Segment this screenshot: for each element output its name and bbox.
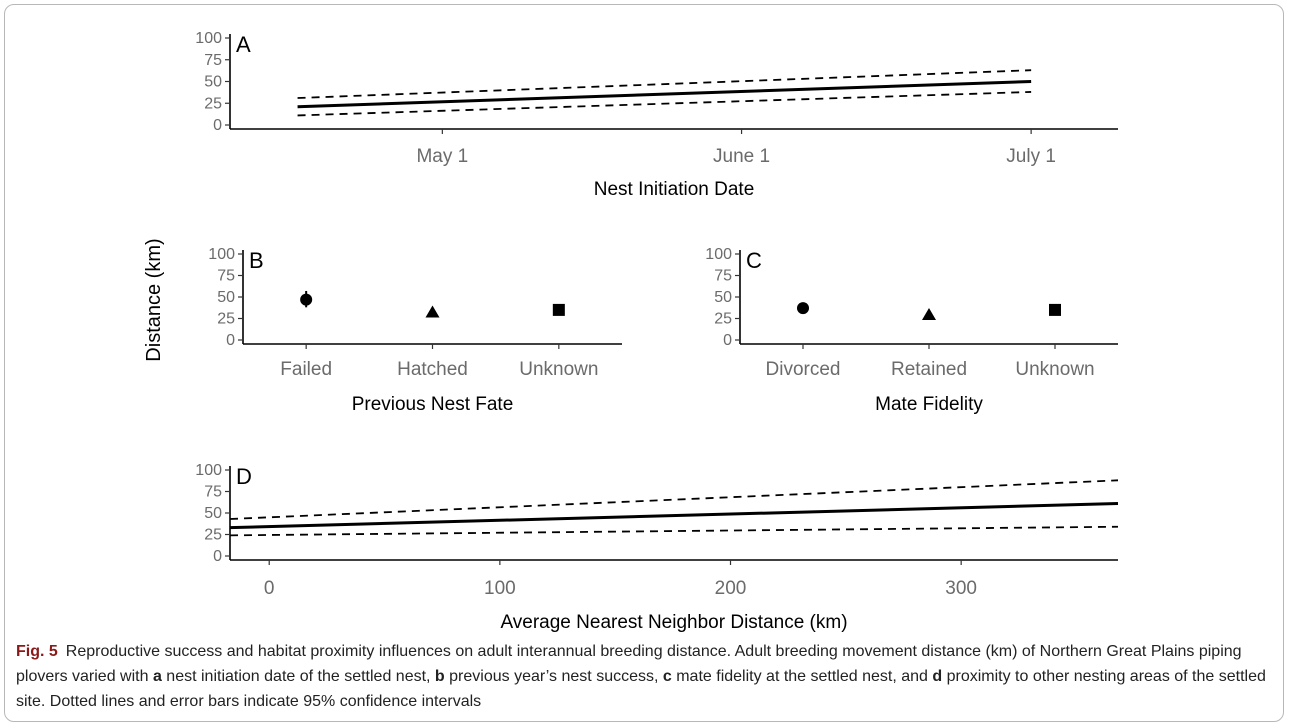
caption-text-4: mate fidelity at the settled nest, and [671,668,933,685]
x-tick-label: Divorced [766,359,841,380]
caption-letter-a: a [152,668,162,685]
y-tick-label: 100 [195,30,222,47]
caption-text-3: previous year’s nest success, [444,668,663,685]
y-tick-label: 25 [714,311,732,328]
figure-frame [4,4,1284,722]
x-axis-title: Average Nearest Neighbor Distance (km) [500,612,847,633]
upper-ci-line [297,69,1032,99]
point-triangle [922,308,936,321]
panel-d: D 0 25 50 75 100 0 100 200 300 Average Nearest Nei… [195,462,1119,633]
y-tick-label: 50 [714,289,732,306]
y-tick-label: 100 [208,246,235,263]
y-tick-label: 75 [217,268,235,285]
point-square [552,303,565,316]
caption-text-2: nest initiation date of the settled nest… [161,668,435,685]
panel-label: A [236,32,251,57]
x-tick-label: Hatched [397,359,468,380]
lower-ci-line [297,91,1032,117]
y-tick-label: 75 [204,484,222,501]
y-tick-label: 0 [723,332,732,349]
y-tick-label: 25 [204,527,222,544]
figure-number: Fig. 5 [16,643,58,660]
x-axis-title: Previous Nest Fate [352,394,514,415]
caption-letter-d: d [932,668,943,685]
fit-line [297,80,1032,109]
point-square [1049,303,1061,316]
panel-label: B [249,248,264,273]
x-tick-label: Retained [891,359,967,380]
x-tick-label: July 1 [1006,146,1056,167]
y-tick-label: 25 [217,311,235,328]
point-triangle [425,305,440,318]
caption-text-5: proximity to other nesting areas of the … [16,668,1266,710]
y-tick-label: 50 [204,505,222,522]
upper-ci-line [229,479,1119,520]
point-circle [300,293,313,306]
x-axis-title: Mate Fidelity [875,394,983,415]
y-tick-label: 100 [705,246,732,263]
y-tick-label: 0 [213,548,222,565]
caption-text-1: Reproductive success and habitat proximi… [16,643,1242,685]
x-tick-label: 200 [715,578,747,599]
figure-caption: Fig. 5 Reproductive success and habitat p… [16,639,1274,714]
x-axis-title: Nest Initiation Date [594,179,755,200]
point-circle [797,302,809,315]
x-tick-label: June 1 [713,146,770,167]
y-tick-label: 50 [217,289,235,306]
panel-a: A 0 25 50 75 100 May 1 June 1 July 1 Nest Initiat… [195,30,1118,200]
x-tick-label: Unknown [519,359,598,380]
caption-letter-c: c [662,668,672,685]
panel-c: C 0 25 50 75 100 Divorced Retained Unknown Mate F… [705,246,1118,415]
x-tick-label: 300 [945,578,977,599]
y-tick-label: 100 [195,462,222,479]
y-tick-label: 0 [226,332,235,349]
fit-line [229,502,1119,530]
panel-b: B 0 25 50 75 100 Failed Hatched UnknownPrevious … [208,246,622,415]
x-tick-label: Failed [280,359,332,380]
y-tick-label: 75 [714,268,732,285]
lower-ci-line [229,525,1119,537]
y-tick-label: 0 [213,117,222,134]
y-axis-title: Distance (km) [143,238,165,361]
panel-label: C [746,248,762,273]
figure-chart-area: A 0 25 50 75 100 May 1 June 1 July 1 Nest Initiat… [143,30,1119,633]
panel-label: D [236,464,252,489]
y-tick-label: 75 [204,52,222,69]
x-tick-label: 0 [264,578,275,599]
x-tick-label: Unknown [1015,359,1094,380]
x-tick-label: 100 [484,578,516,599]
y-tick-label: 50 [204,74,222,91]
caption-letter-b: b [434,668,445,685]
y-tick-label: 25 [204,95,222,112]
x-tick-label: May 1 [416,146,468,167]
